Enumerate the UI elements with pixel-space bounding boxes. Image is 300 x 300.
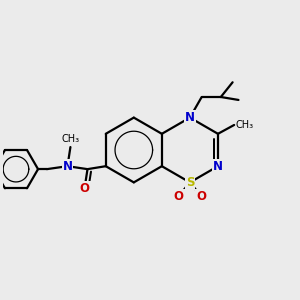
Text: CH₃: CH₃ [236, 120, 254, 130]
Text: N: N [213, 160, 223, 173]
Text: CH₃: CH₃ [61, 134, 80, 144]
Text: S: S [186, 176, 194, 189]
Text: O: O [196, 190, 206, 203]
Text: N: N [62, 160, 73, 173]
Text: O: O [80, 182, 90, 195]
Text: N: N [185, 111, 195, 124]
Text: O: O [174, 190, 184, 203]
